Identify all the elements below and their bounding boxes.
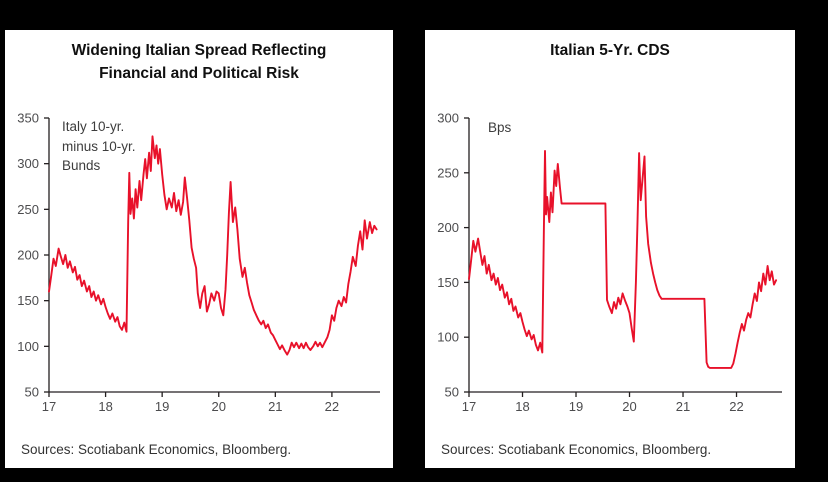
y-tick-label: 350 bbox=[17, 111, 39, 126]
y-tick-label: 200 bbox=[17, 248, 39, 263]
y-tick-label: 150 bbox=[437, 275, 459, 290]
y-tick-label: 250 bbox=[17, 202, 39, 217]
chart-panel-cds: Italian 5-Yr. CDS 50 100 150 200 250 300 17 18 1… bbox=[425, 30, 795, 468]
y-tick-label: 50 bbox=[25, 385, 39, 400]
y-tick-label: 150 bbox=[17, 293, 39, 308]
chart-title-cds: Italian 5-Yr. CDS bbox=[550, 42, 670, 59]
y-tick-label: 100 bbox=[437, 330, 459, 345]
x-tick-label: 20 bbox=[622, 399, 636, 414]
x-tick-label: 18 bbox=[515, 399, 529, 414]
cds-line-chart: 50 100 150 200 250 300 17 18 19 20 21 22 bbox=[437, 111, 782, 414]
source-note-right: Sources: Scotiabank Economics, Bloomberg… bbox=[441, 442, 712, 457]
source-note-left: Sources: Scotiabank Economics, Bloomberg… bbox=[21, 442, 292, 457]
y-tick-label: 50 bbox=[445, 385, 459, 400]
x-tick-label: 21 bbox=[268, 399, 282, 414]
data-series-line bbox=[468, 149, 778, 369]
chart-panel-italian-spread: Widening Italian Spread Reflecting Finan… bbox=[5, 30, 393, 468]
cds-axis-annotation: Bps bbox=[488, 120, 512, 135]
x-tick-label: 21 bbox=[676, 399, 690, 414]
x-tick-label: 20 bbox=[212, 399, 226, 414]
spread-line-chart: 50 100 150 200 250 300 350 17 18 19 20 21 22 bbox=[17, 111, 380, 414]
spread-axis-annotation: Italy 10-yr. minus 10-yr. Bunds bbox=[62, 119, 136, 174]
y-tick-label: 200 bbox=[437, 220, 459, 235]
data-series-line bbox=[48, 135, 378, 356]
y-tick-label: 250 bbox=[437, 165, 459, 180]
x-tick-label: 19 bbox=[569, 399, 583, 414]
chart-title-spread: Widening Italian Spread Reflecting Finan… bbox=[71, 42, 327, 83]
x-tick-label: 22 bbox=[729, 399, 743, 414]
x-tick-label: 17 bbox=[42, 399, 56, 414]
y-tick-label: 300 bbox=[17, 156, 39, 171]
x-tick-label: 22 bbox=[325, 399, 339, 414]
x-tick-label: 18 bbox=[98, 399, 112, 414]
y-tick-label: 300 bbox=[437, 111, 459, 126]
x-tick-label: 17 bbox=[462, 399, 476, 414]
y-tick-label: 100 bbox=[17, 339, 39, 354]
x-tick-label: 19 bbox=[155, 399, 169, 414]
